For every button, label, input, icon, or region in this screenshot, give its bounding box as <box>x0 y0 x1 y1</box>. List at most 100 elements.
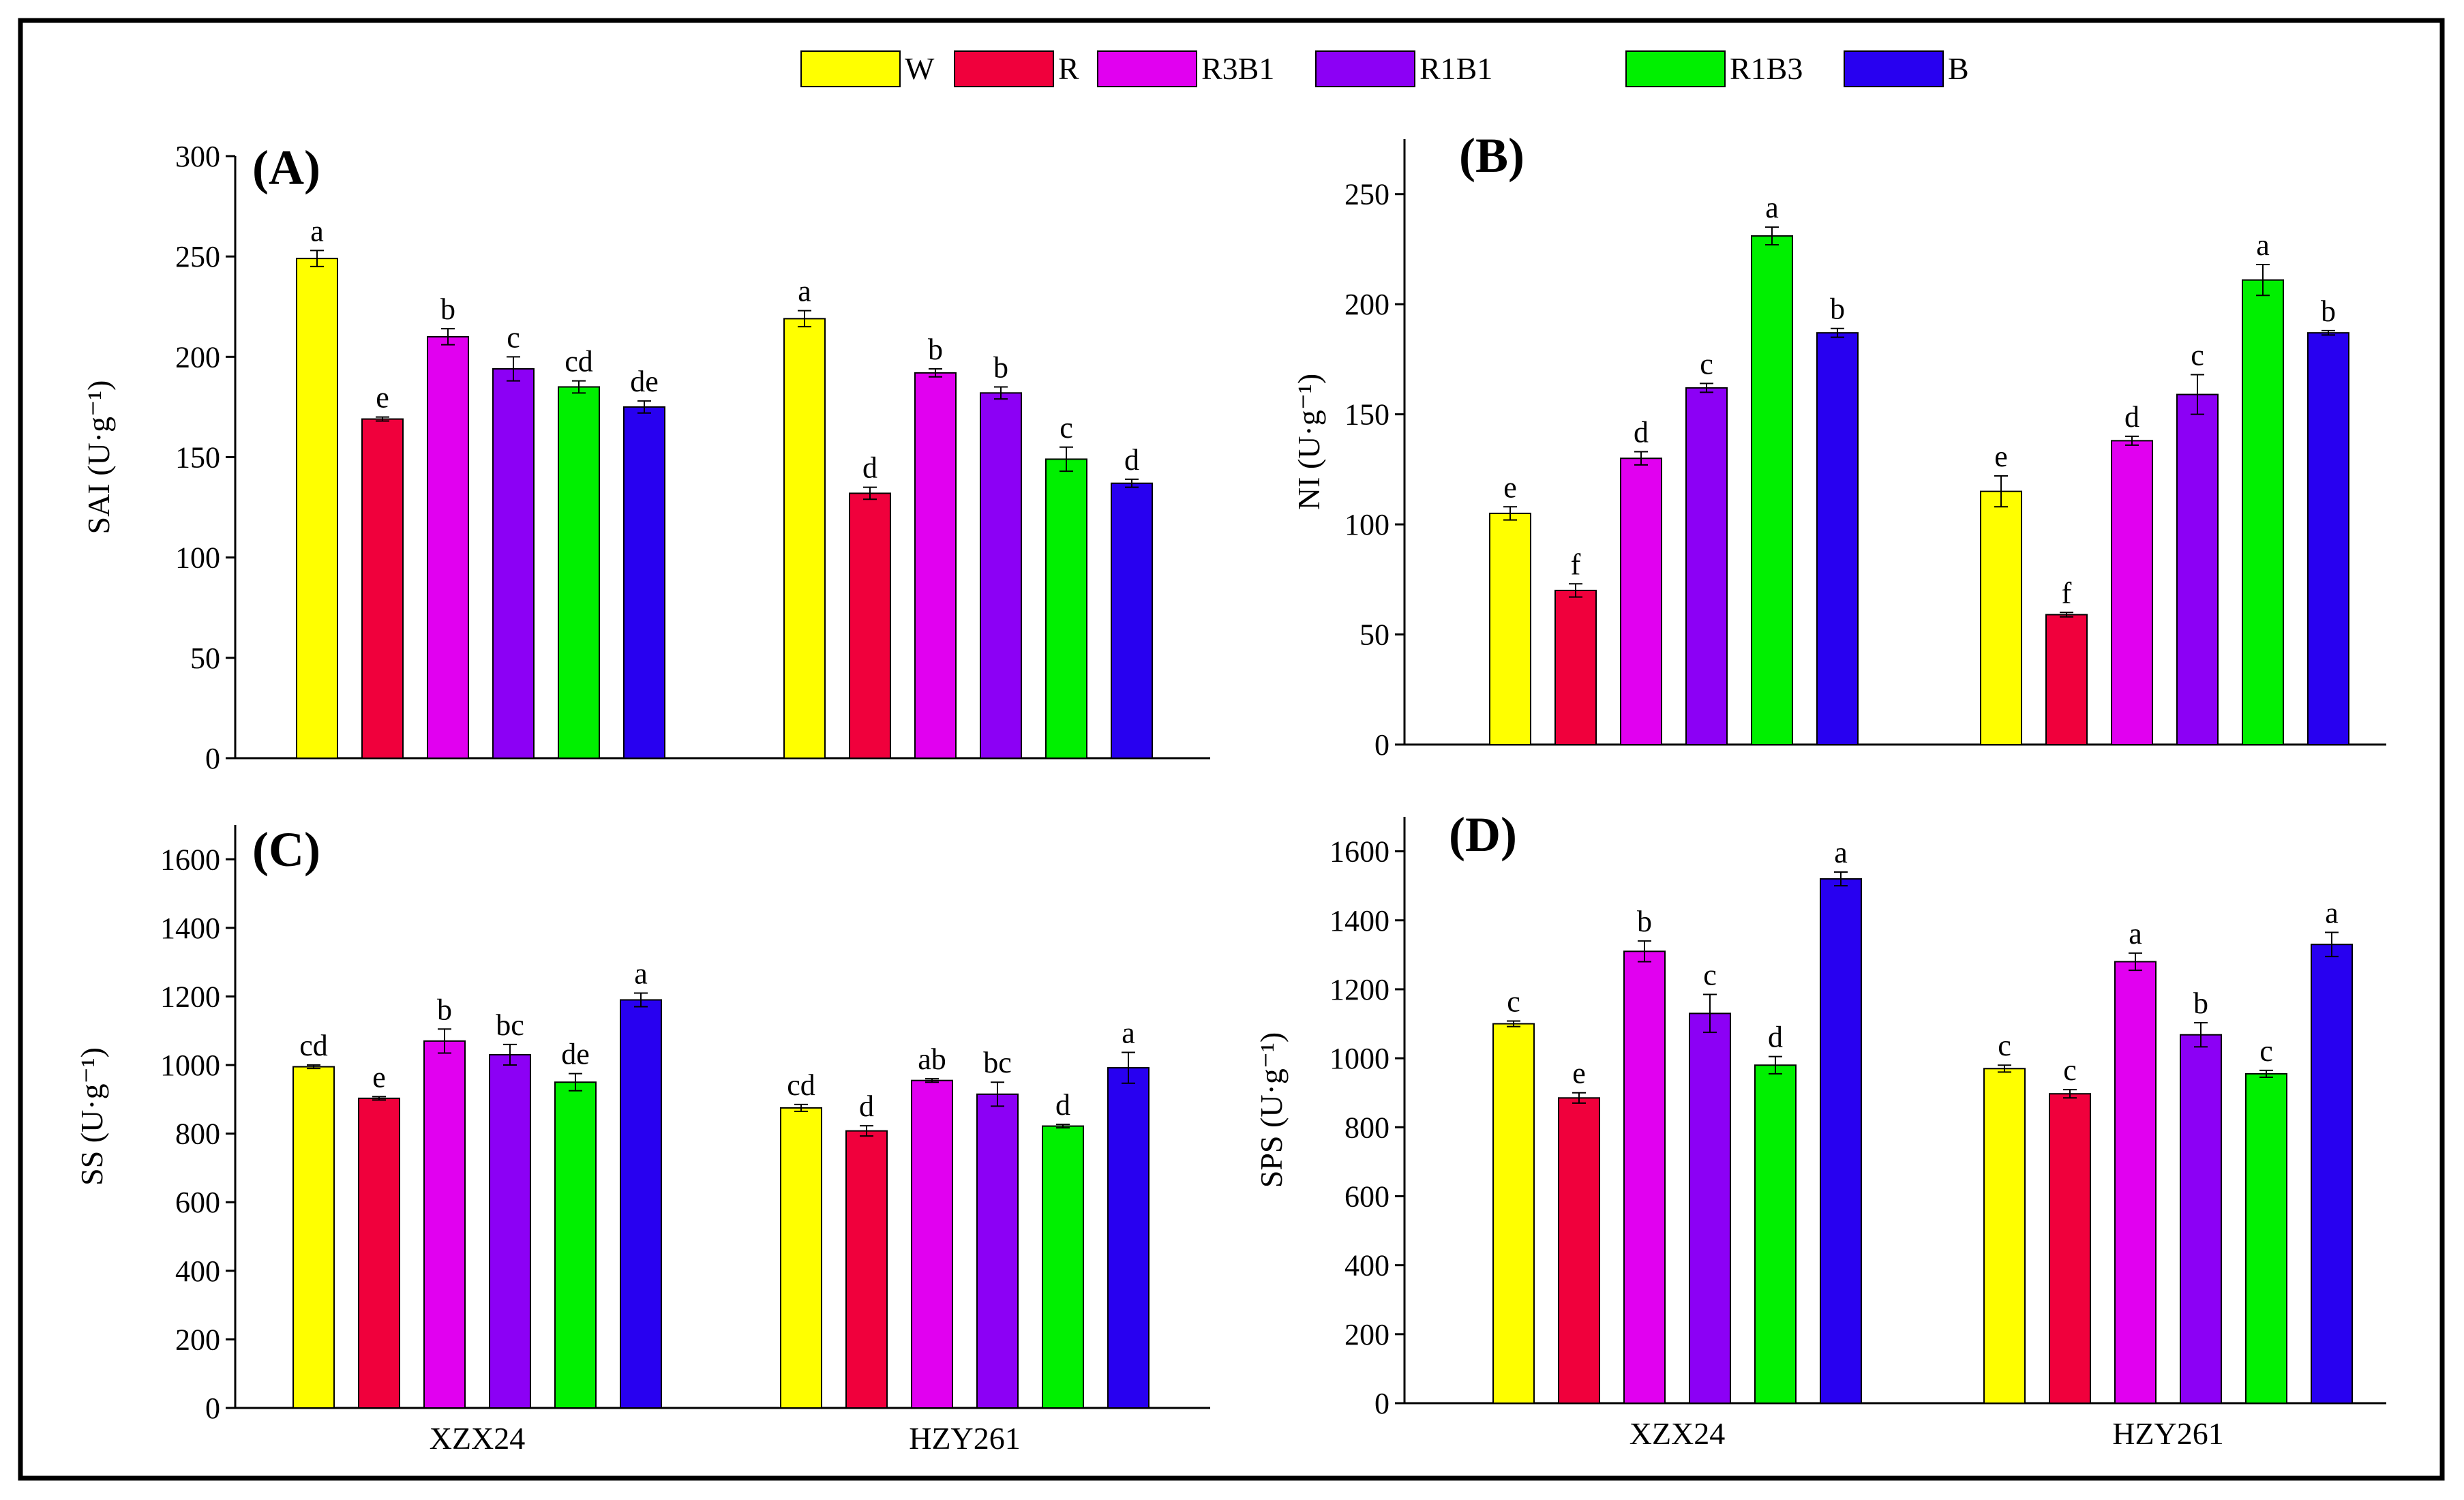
bar-r-hzy261 <box>845 1130 888 1409</box>
y-tick-label: 600 <box>175 1186 220 1219</box>
significance-letter: e <box>1572 1057 1586 1090</box>
x-group-label: XZX24 <box>1629 1416 1726 1451</box>
bar-b-xzx24 <box>620 999 662 1409</box>
bar-r3b1-xzx24 <box>1623 950 1666 1404</box>
bar-w-hzy261 <box>1980 490 2022 745</box>
significance-letter: b <box>1637 905 1652 938</box>
legend-label-r1b1: R1B1 <box>1419 51 1492 86</box>
y-tick-label: 1600 <box>1329 835 1389 869</box>
significance-letter: d <box>1055 1088 1070 1122</box>
y-tick-label: 100 <box>175 541 220 575</box>
y-tick-label: 200 <box>1344 288 1389 321</box>
panel-label: (B) <box>1459 128 1524 183</box>
significance-letter: de <box>630 365 659 398</box>
y-tick-label: 100 <box>1344 508 1389 541</box>
y-tick-label: 1400 <box>160 912 220 945</box>
significance-letter: e <box>1994 440 2008 473</box>
y-tick-label: 600 <box>1344 1180 1389 1213</box>
bar-r3b1-xzx24 <box>427 335 469 759</box>
significance-letter: b <box>440 292 455 326</box>
y-tick-label: 250 <box>175 240 220 273</box>
bar-r-xzx24 <box>1554 589 1597 745</box>
significance-letter: bc <box>496 1008 524 1042</box>
significance-letter: a <box>310 214 324 247</box>
significance-letter: bc <box>983 1046 1012 1079</box>
significance-letter: d <box>859 1090 874 1123</box>
y-tick-label: 400 <box>1344 1249 1389 1282</box>
panel-c: 0 200 400 600 800 1000 1200 1400 1600 SS (U·g⁻¹) (… <box>74 822 1210 1456</box>
significance-letter: c <box>2191 339 2204 372</box>
bar-r-hzy261 <box>849 492 891 759</box>
significance-letter: d <box>862 451 877 485</box>
bar-r3b1-hzy261 <box>2111 440 2153 745</box>
bar-w-xzx24 <box>292 1066 335 1409</box>
legend-label-r3b1: R3B1 <box>1201 51 1274 86</box>
bar-r-hzy261 <box>2045 614 2088 745</box>
legend-label-w: W <box>905 51 935 86</box>
bar-r3b1-xzx24 <box>423 1040 466 1409</box>
legend-label-r1b3: R1B3 <box>1730 51 1803 86</box>
y-tick-label: 800 <box>175 1118 220 1151</box>
y-tick-label: 250 <box>1344 178 1389 211</box>
bar-r1b1-xzx24 <box>489 1053 531 1409</box>
bar-b-hzy261 <box>2311 944 2353 1405</box>
significance-letter: a <box>2325 896 2339 929</box>
significance-letter: c <box>1700 347 1713 380</box>
significance-letter: a <box>1765 191 1779 224</box>
bar-r-xzx24 <box>361 418 404 759</box>
significance-letter: e <box>376 381 389 415</box>
bar-r1b3-hzy261 <box>2242 279 2284 745</box>
panel-label: (D) <box>1449 807 1517 862</box>
bar-w-hzy261 <box>783 318 826 760</box>
significance-letter: c <box>1507 985 1520 1018</box>
bar-b-xzx24 <box>623 406 665 759</box>
y-tick-label: 1000 <box>1329 1042 1389 1075</box>
significance-letter: cd <box>299 1029 328 1062</box>
y-tick-label: 0 <box>1374 1387 1389 1420</box>
bar-w-hzy261 <box>1983 1068 2026 1404</box>
panel-label: (A) <box>252 140 320 195</box>
y-tick-label: 0 <box>1374 728 1389 762</box>
bar-r3b1-xzx24 <box>1620 457 1662 746</box>
bar-r-xzx24 <box>358 1097 400 1409</box>
y-axis-label: NI (U·g⁻¹) <box>1291 374 1326 510</box>
significance-letter: f <box>1571 548 1581 581</box>
x-group-label: HZY261 <box>909 1421 1021 1456</box>
bar-r1b1-hzy261 <box>2176 393 2219 745</box>
y-axis-label: SAI (U·g⁻¹) <box>81 380 116 535</box>
bar-r1b1-xzx24 <box>492 368 535 759</box>
bar-w-xzx24 <box>296 258 338 759</box>
significance-letter: b <box>993 350 1008 384</box>
bar-b-hzy261 <box>1107 1067 1150 1409</box>
bar-r1b1-xzx24 <box>1685 387 1728 745</box>
significance-letter: b <box>437 993 452 1026</box>
significance-letter: f <box>2062 576 2072 610</box>
significance-letter: b <box>928 333 943 366</box>
significance-letter: c <box>1060 411 1073 445</box>
bar-r-hzy261 <box>2049 1093 2091 1404</box>
significance-letter: cd <box>565 345 593 378</box>
significance-letter: e <box>1503 470 1517 504</box>
y-tick-label: 400 <box>175 1255 220 1288</box>
y-tick-label: 1200 <box>160 980 220 1013</box>
bar-r1b1-xzx24 <box>1689 1012 1731 1404</box>
y-tick-label: 200 <box>175 340 220 374</box>
significance-letter: a <box>2129 917 2142 950</box>
bar-r1b3-xzx24 <box>1751 235 1793 745</box>
y-tick-label: 800 <box>1344 1111 1389 1144</box>
bar-b-hzy261 <box>1111 482 1153 759</box>
y-axis-label: SS (U·g⁻¹) <box>74 1047 109 1186</box>
significance-letter: a <box>2256 228 2270 262</box>
bar-r1b3-hzy261 <box>1045 458 1087 760</box>
significance-letter: d <box>1768 1021 1783 1054</box>
panel-label: (C) <box>252 822 320 877</box>
bar-r1b3-hzy261 <box>2245 1072 2287 1404</box>
y-axis-label: SPS (U·g⁻¹) <box>1254 1032 1289 1188</box>
bar-w-xzx24 <box>1492 1023 1535 1404</box>
bar-w-xzx24 <box>1489 512 1531 745</box>
significance-letter: a <box>1122 1016 1135 1049</box>
significance-letter: de <box>561 1038 590 1071</box>
significance-letter: c <box>2259 1034 2273 1068</box>
significance-letter: c <box>1998 1029 2011 1062</box>
